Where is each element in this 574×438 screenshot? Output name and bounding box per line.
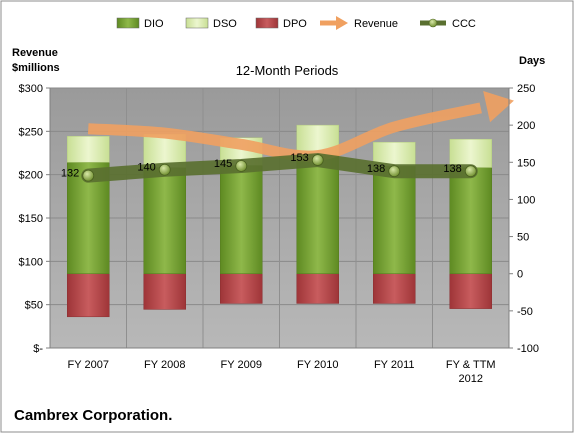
bar-dio	[296, 154, 339, 274]
revenue-arrowhead	[483, 91, 514, 123]
legend: DIO DSO DPO Revenue CCC	[116, 16, 476, 30]
left-axis-label-line1: Revenue	[12, 47, 58, 59]
ccc-point	[158, 163, 171, 176]
legend-swatch-dso	[185, 17, 209, 29]
bar-dpo	[220, 273, 263, 304]
x-tick-label: FY 2007	[68, 359, 109, 371]
right-tick-label: -100	[517, 343, 539, 355]
bar-dio	[373, 165, 416, 274]
ccc-line	[81, 153, 478, 183]
ccc-data-label: 132	[61, 168, 79, 180]
bar-dpo	[449, 273, 492, 309]
left-tick-label: $-	[33, 343, 43, 355]
legend-swatch-dpo	[255, 17, 279, 29]
stacked-bars	[67, 124, 492, 318]
bar-dpo	[373, 273, 416, 304]
left-tick-label: $250	[19, 126, 43, 138]
bar-dio	[449, 167, 492, 274]
ccc-data-label: 138	[443, 163, 461, 175]
x-tick-label: FY 2011	[374, 359, 415, 371]
bar-dso	[67, 136, 110, 163]
bar-dpo	[296, 273, 339, 304]
legend-label-ccc: CCC	[452, 18, 476, 30]
bar-dio	[143, 167, 186, 274]
legend-label-revenue: Revenue	[354, 18, 398, 30]
company-name: Cambrex Corporation.	[14, 407, 172, 424]
right-tick-label: 50	[517, 232, 529, 244]
ccc-point	[82, 169, 95, 182]
x-tick-label: FY 2010	[297, 359, 338, 371]
bar-dso	[449, 139, 492, 168]
left-tick-label: $300	[19, 83, 43, 95]
lines: 132 140 145 153 138 138	[61, 91, 514, 183]
ccc-point	[235, 160, 248, 172]
ccc-point	[388, 165, 401, 178]
left-tick-label: $50	[25, 300, 43, 312]
chart-title: 12-Month Periods	[236, 63, 339, 78]
bar-dio	[220, 165, 263, 274]
left-tick-label: $200	[19, 170, 43, 182]
right-tick-label: 0	[517, 269, 523, 281]
ccc-data-label: 138	[367, 163, 385, 175]
ccc-point	[464, 165, 477, 178]
right-axis-label: Days	[519, 55, 545, 67]
left-tick-label: $100	[19, 256, 43, 268]
revenue-line	[87, 102, 482, 162]
right-tick-label: 200	[517, 120, 535, 132]
right-tick-label: 250	[517, 83, 535, 95]
legend-label-dso: DSO	[213, 18, 237, 30]
legend-label-dpo: DPO	[283, 18, 307, 30]
right-tick-label: 100	[517, 194, 535, 206]
ccc-data-label: 145	[214, 158, 232, 170]
right-tick-label: 150	[517, 157, 535, 169]
legend-swatch-dio	[116, 17, 140, 29]
legend-label-dio: DIO	[144, 18, 164, 30]
ccc-point	[311, 154, 324, 166]
left-tick-label: $150	[19, 213, 43, 225]
left-axis-label-line2: $millions	[12, 62, 60, 74]
axes: $- $50 $100 $150 $200 $250 $300 -100 -50 0 50 100 15…	[19, 83, 540, 385]
legend-arrow-revenue	[336, 16, 348, 30]
legend-dot-ccc	[428, 18, 438, 28]
right-tick-label: -50	[517, 306, 533, 318]
x-tick-label: FY 2008	[144, 359, 185, 371]
bar-dpo	[143, 273, 186, 310]
bar-dpo	[67, 273, 110, 318]
ccc-data-label: 153	[290, 152, 308, 164]
x-tick-label: FY 2009	[221, 359, 262, 371]
x-tick-label: FY & TTM 2012	[446, 359, 496, 385]
ccc-data-label: 140	[137, 162, 155, 174]
